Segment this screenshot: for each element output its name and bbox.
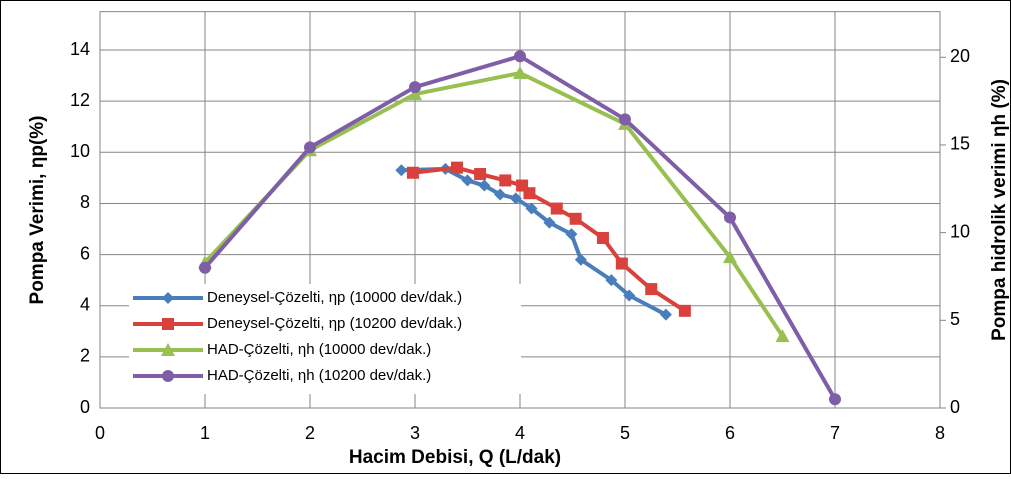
y2-tick-label: 5 bbox=[950, 309, 960, 329]
x-tick-label: 3 bbox=[410, 423, 420, 443]
point bbox=[550, 202, 563, 215]
point bbox=[509, 192, 522, 205]
x-tick-label: 4 bbox=[515, 423, 525, 443]
point bbox=[474, 168, 487, 181]
legend-marker bbox=[161, 343, 175, 356]
x-axis-label: Hacim Debisi, Q (L/dak) bbox=[349, 447, 561, 468]
point bbox=[775, 329, 790, 343]
point bbox=[499, 174, 512, 187]
x-tick-label: 5 bbox=[620, 423, 630, 443]
y2-tick-label: 20 bbox=[950, 46, 970, 66]
point bbox=[514, 50, 526, 63]
point bbox=[596, 231, 609, 244]
y-tick-label: 2 bbox=[80, 346, 90, 366]
y2-axis-label: Pompa hidrolik verimi ηh (%) bbox=[989, 79, 1010, 341]
y-tick-label: 14 bbox=[70, 39, 90, 59]
x-tick-label: 2 bbox=[305, 423, 315, 443]
point bbox=[409, 81, 421, 94]
legend-marker bbox=[162, 292, 174, 304]
point bbox=[623, 289, 636, 302]
point bbox=[199, 261, 211, 274]
y-tick-label: 0 bbox=[80, 397, 90, 417]
point bbox=[525, 202, 538, 215]
point bbox=[615, 257, 628, 270]
y-tick-label: 12 bbox=[70, 90, 90, 110]
point bbox=[494, 188, 507, 201]
y2-tick-label: 0 bbox=[950, 397, 960, 417]
legend-label: HAD-Çözelti, ηh (10200 dev/dak.) bbox=[207, 367, 431, 384]
y-axis-label: Pompa Verimi, ηp(%) bbox=[27, 116, 48, 305]
point bbox=[605, 274, 618, 287]
x-tick-label: 0 bbox=[95, 423, 105, 443]
point bbox=[829, 393, 841, 406]
point bbox=[304, 141, 316, 154]
y-tick-label: 8 bbox=[80, 192, 90, 212]
y2-tick-label: 10 bbox=[950, 221, 970, 241]
point bbox=[461, 174, 474, 187]
point bbox=[723, 250, 737, 264]
plot-border bbox=[99, 11, 941, 409]
point bbox=[645, 283, 658, 296]
legend-label: HAD-Çözelti, ηh (10000 dev/dak.) bbox=[207, 341, 431, 358]
x-tick-label: 1 bbox=[200, 423, 210, 443]
point bbox=[569, 212, 582, 225]
legend: Deneysel-Çözelti, ηp (10000 dev/dak.) Den… bbox=[129, 284, 521, 394]
point bbox=[478, 179, 491, 192]
point bbox=[523, 187, 536, 200]
legend-marker bbox=[162, 370, 174, 382]
point bbox=[395, 164, 408, 177]
point bbox=[408, 87, 422, 101]
point bbox=[543, 216, 556, 229]
y2-tick-label: 15 bbox=[950, 134, 970, 154]
legend-label: Deneysel-Çözelti, ηp (10000 dev/dak.) bbox=[207, 289, 462, 306]
x-tick-label: 6 bbox=[725, 423, 735, 443]
point bbox=[619, 113, 631, 126]
y-tick-label: 6 bbox=[80, 243, 90, 263]
point bbox=[678, 304, 691, 317]
point bbox=[451, 161, 463, 174]
point bbox=[565, 228, 578, 241]
legend-label: Deneysel-Çözelti, ηp (10200 dev/dak.) bbox=[207, 315, 462, 332]
point bbox=[406, 166, 419, 179]
point bbox=[724, 211, 736, 224]
point bbox=[659, 308, 672, 321]
x-tick-label: 7 bbox=[830, 423, 840, 443]
legend-marker bbox=[162, 318, 174, 330]
point bbox=[513, 66, 527, 80]
point bbox=[574, 253, 587, 266]
y-tick-label: 4 bbox=[80, 294, 90, 314]
y-tick-label: 10 bbox=[70, 141, 90, 161]
x-tick-label: 8 bbox=[935, 423, 945, 443]
